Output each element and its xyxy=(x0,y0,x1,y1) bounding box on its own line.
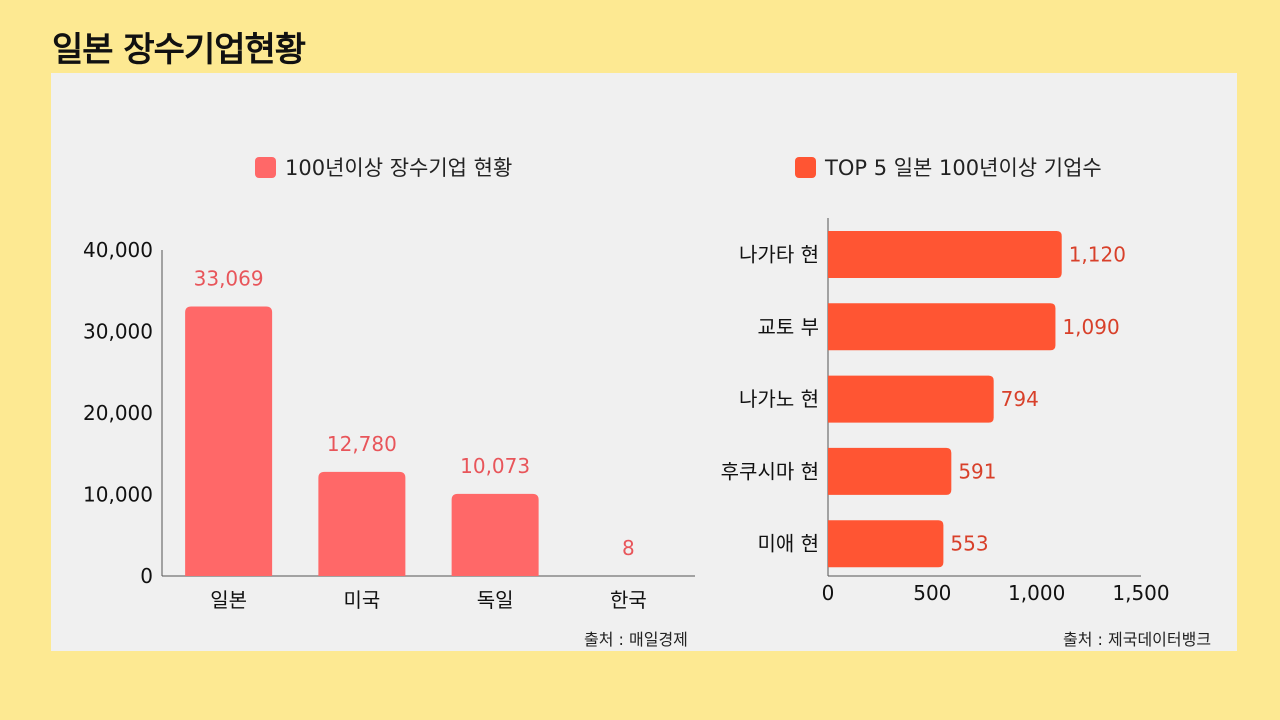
left-legend: 100년이상 장수기업 현황 xyxy=(255,152,512,182)
left-bar-value-label: 12,780 xyxy=(327,432,397,456)
left-y-tick-label: 20,000 xyxy=(83,401,153,425)
right-bar-value-label: 591 xyxy=(958,459,996,483)
right-bar xyxy=(828,520,944,568)
left-legend-swatch xyxy=(255,156,276,178)
right-y-tick-label: 나가타 현 xyxy=(739,243,819,267)
left-bar-value-label: 8 xyxy=(622,536,635,560)
left-x-tick-label: 미국 xyxy=(343,588,380,612)
right-x-tick-label: 1,000 xyxy=(1008,581,1065,605)
right-bar-value-label: 1,090 xyxy=(1062,315,1119,339)
right-legend-label: TOP 5 일본 100년이상 기업수 xyxy=(825,156,1102,180)
page-title: 일본 장수기업현황 xyxy=(52,30,306,70)
right-legend: TOP 5 일본 100년이상 기업수 xyxy=(795,152,1102,182)
right-bar xyxy=(828,231,1062,278)
left-y-tick-label: 0 xyxy=(140,564,153,588)
left-legend-label: 100년이상 장수기업 현황 xyxy=(285,156,513,180)
right-bar-value-label: 553 xyxy=(950,532,988,556)
left-y-tick-label: 30,000 xyxy=(83,320,153,344)
right-y-tick-label: 미애 현 xyxy=(757,532,819,556)
left-y-tick-label: 10,000 xyxy=(83,483,153,507)
left-bar xyxy=(185,306,273,576)
left-x-tick-label: 일본 xyxy=(210,588,247,612)
right-source: 출처 : 제국데이터뱅크 xyxy=(1063,630,1212,649)
left-y-tick-label: 40,000 xyxy=(83,238,153,262)
left-x-tick-label: 독일 xyxy=(477,588,514,612)
right-x-tick-label: 500 xyxy=(913,581,951,605)
left-source: 출처 : 매일경제 xyxy=(584,630,688,649)
right-legend-swatch xyxy=(795,156,816,178)
right-bar-value-label: 1,120 xyxy=(1069,243,1126,267)
left-x-tick-label: 한국 xyxy=(610,588,647,612)
right-y-tick-label: 후쿠시마 현 xyxy=(721,459,819,483)
right-y-tick-label: 교토 부 xyxy=(757,315,819,339)
left-bar xyxy=(451,493,539,576)
left-bar-value-label: 33,069 xyxy=(194,266,264,290)
right-x-tick-label: 0 xyxy=(822,581,835,605)
right-bar xyxy=(828,375,994,423)
right-x-tick-label: 1,500 xyxy=(1112,581,1169,605)
right-y-tick-label: 나가노 현 xyxy=(739,387,819,411)
right-bar xyxy=(828,303,1056,351)
left-bar-value-label: 10,073 xyxy=(460,454,530,478)
right-bar-value-label: 794 xyxy=(1001,387,1039,411)
left-bar xyxy=(318,471,406,576)
right-bar xyxy=(828,447,952,495)
